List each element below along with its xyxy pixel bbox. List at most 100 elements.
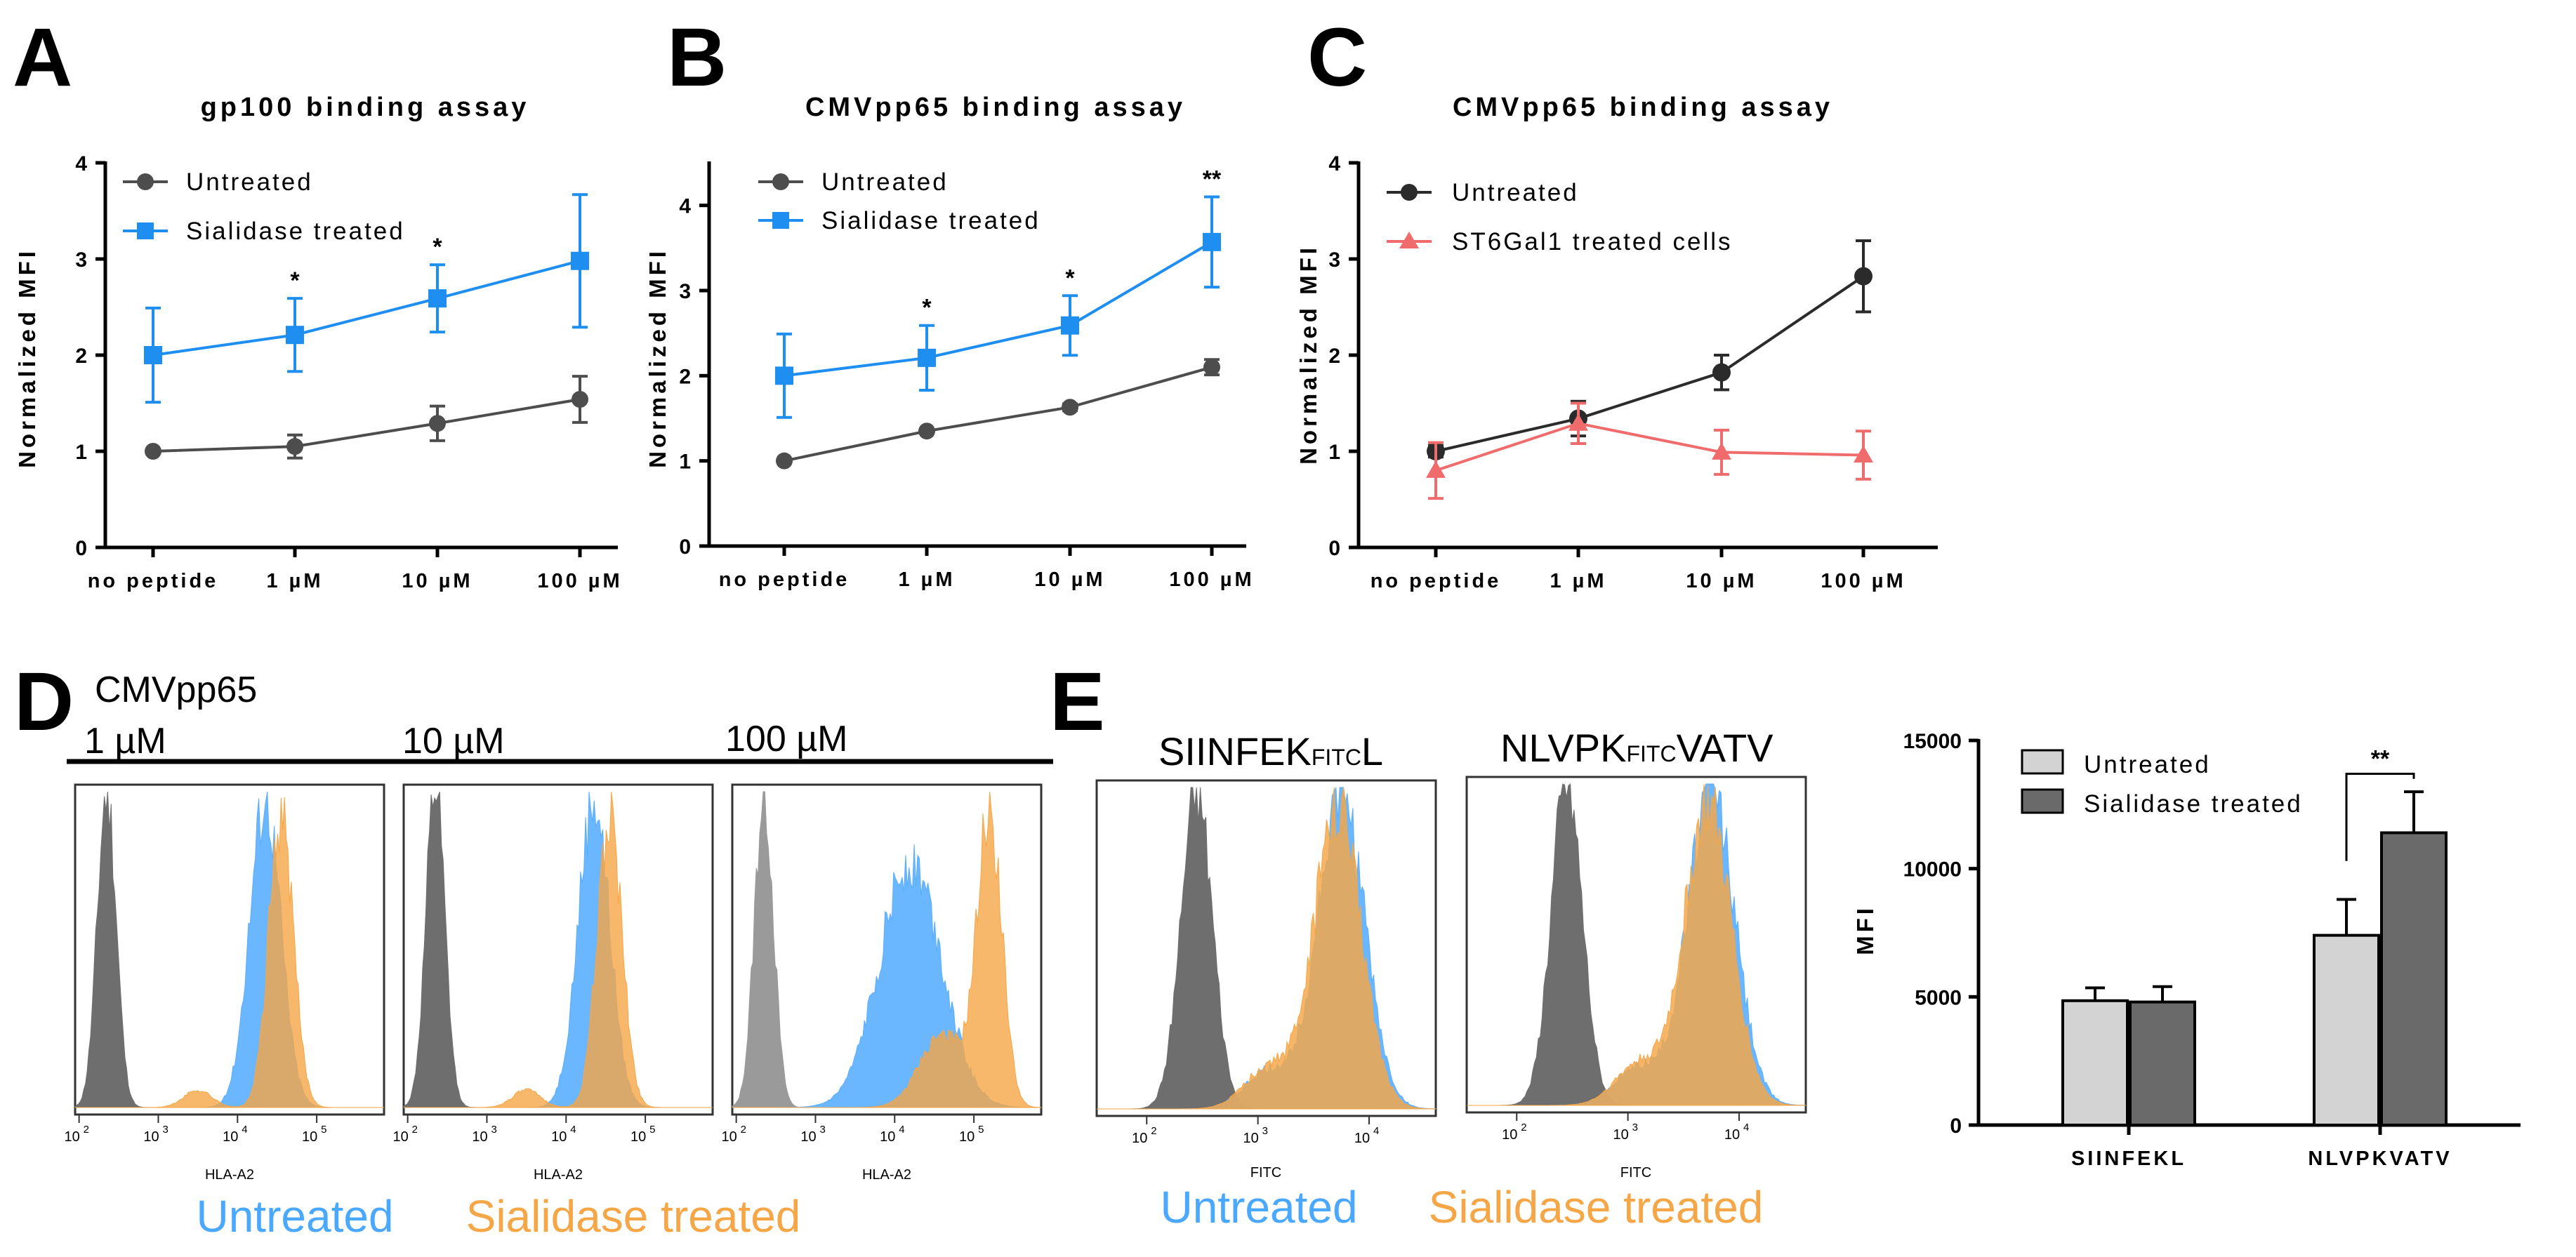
data-point [1062,399,1078,416]
series-line-1 [1435,422,1864,472]
x-tick-label: 100 µM [1169,568,1254,591]
histograms: 10 2 10 3 10 4 10 5 [65,791,384,1145]
data-point [1854,445,1873,463]
x-tick-exponent: 5 [321,1124,326,1136]
data-point [144,346,162,364]
x-axis-label: FITC [1250,1165,1281,1180]
x-tick-exponent: 4 [242,1124,247,1136]
panel-c: C CMVpp65 binding assay Normalized MFI 0… [1295,11,1938,592]
data-point [1203,232,1221,251]
panel-letter-c: C [1307,11,1367,104]
histogram-panel-siinfekl: 10 2 10 3 10 4 FITC [1095,779,1437,1180]
legend-marker-square [772,212,789,229]
x-tick-label: 10 [880,1129,895,1145]
histograms: 10 2 10 3 10 4 10 5 [393,791,713,1145]
legend: Untreated Sialidase treated [123,168,403,245]
panel-d: D CMVpp65 1 µM 10 µM 100 µM 10 2 10 3 10 4 10 5… [14,656,1053,1242]
data-point [1854,267,1872,286]
x-tick-exponent: 4 [1743,1122,1749,1133]
significance-star: ** [1203,166,1222,193]
histogram-sialidase [404,791,713,1108]
x-tick-label: 10 [143,1129,159,1145]
x-tick-label: 1 µM [898,568,955,591]
x-axis-label: FITC [1620,1165,1651,1180]
data-point [572,391,588,408]
x-tick-label: 10 [1724,1127,1740,1143]
legend-swatch-sialidase [2021,788,2064,814]
y-tick-label: 1 [75,441,87,464]
x-tick-label: 1 µM [266,570,323,592]
x-tick-label: 10 [65,1129,80,1145]
data-point [286,438,303,455]
x-tick-label: no peptide [1370,570,1502,592]
y-tick-label: 4 [679,195,691,218]
x-tick-label: 100 µM [1821,570,1905,592]
data-point [918,423,935,440]
y-tick-label: 2 [75,345,87,368]
x-tick-exponent: 2 [412,1124,418,1136]
panel-letter-e: E [1050,656,1105,748]
legend: Untreated ST6Gal1 treated cells [1387,179,1733,255]
histogram-sialidase [732,791,1042,1108]
series-line-0 [152,398,581,453]
chart-title: CMVpp65 binding assay [805,93,1186,122]
panel-letter-a: A [13,11,72,104]
data-point [1061,316,1079,335]
data-point [775,366,793,385]
chart-title: CMVpp65 binding assay [1453,93,1833,122]
x-tick-label: NLVPKVATV [2308,1148,2452,1170]
y-tick-label: 0 [679,536,691,559]
plot-area: 0 5000 10000 15000 SIINFEKL NLVPKVATV ** [1903,730,2521,1170]
x-tick-exponent: 3 [819,1124,825,1136]
data-point [428,289,447,308]
x-tick-exponent: 4 [899,1124,904,1136]
x-tick-label: 10 [551,1129,567,1145]
plot-area: 0 1 2 3 4 no peptide 1 µM 10 µM 100 µM * * [75,152,622,592]
histogram-sialidase [75,797,384,1108]
bar [2129,1000,2196,1127]
legend-label-untreated: Untreated [821,168,949,196]
x-tick-label: SIINFEKL [2071,1148,2186,1170]
x-tick-label: 10 [1613,1127,1628,1143]
x-tick-exponent: 3 [491,1124,496,1136]
panel-a: A gp100 binding assay Normalized MFI 0 1 2… [13,11,622,592]
histogram-panel-100um: 10 2 10 3 10 4 10 5 HLA-A2 [722,783,1043,1183]
significance-star: ** [2371,745,2390,772]
y-tick-label: 0 [1328,537,1340,560]
legend-label-untreated: Untreated [2084,751,2211,778]
y-tick-label: 15000 [1903,730,1962,753]
legend: Untreated Sialidase treated [758,168,1041,234]
histograms: 10 2 10 3 10 4 [1467,783,1806,1143]
histogram-panel-10um: 10 2 10 3 10 4 10 5 HLA-A2 [393,783,714,1183]
legend-label-untreated: Untreated [1452,179,1579,206]
legend-label-st6gal1: ST6Gal1 treated cells [1452,228,1733,255]
x-tick-exponent: 2 [1151,1125,1156,1137]
bar [2313,933,2380,1126]
histograms: 10 2 10 3 10 4 10 5 [722,791,1042,1145]
legend-sialidase-text: Sialidase treated [466,1191,801,1242]
legend-label-sialidase: Sialidase treated [821,207,1041,234]
significance-bracket [2345,772,2415,861]
data-point [1712,363,1731,382]
data-point [429,415,446,432]
x-tick-label: 100 µM [537,570,622,592]
series-line-0 [1435,275,1865,453]
x-tick-label: 10 µM [402,570,473,592]
plot-area: 0 1 2 3 4 no peptide 1 µM 10 µM 100 µM [1328,152,1938,592]
flow-title: CMVpp65 [95,670,257,710]
x-tick-label: 1 µM [1550,570,1606,592]
y-tick-label: 4 [1328,152,1340,175]
significance-star: * [290,267,300,294]
y-axis-label: Normalized MFI [14,248,40,468]
x-tick-label: 10 [630,1129,646,1145]
significance-star: * [432,234,442,260]
legend: Untreated Sialidase treated [2021,749,2301,818]
panel-letter-b: B [667,11,727,104]
legend-swatch-untreated [2021,749,2064,775]
significance-star: * [1065,265,1075,291]
flow-panel-title-siinfekl: SIINFEKFITCL [1158,729,1383,773]
x-tick-label: 10 [1132,1131,1147,1146]
x-tick-exponent: 5 [649,1124,655,1136]
x-tick-label: 10 [722,1129,737,1145]
